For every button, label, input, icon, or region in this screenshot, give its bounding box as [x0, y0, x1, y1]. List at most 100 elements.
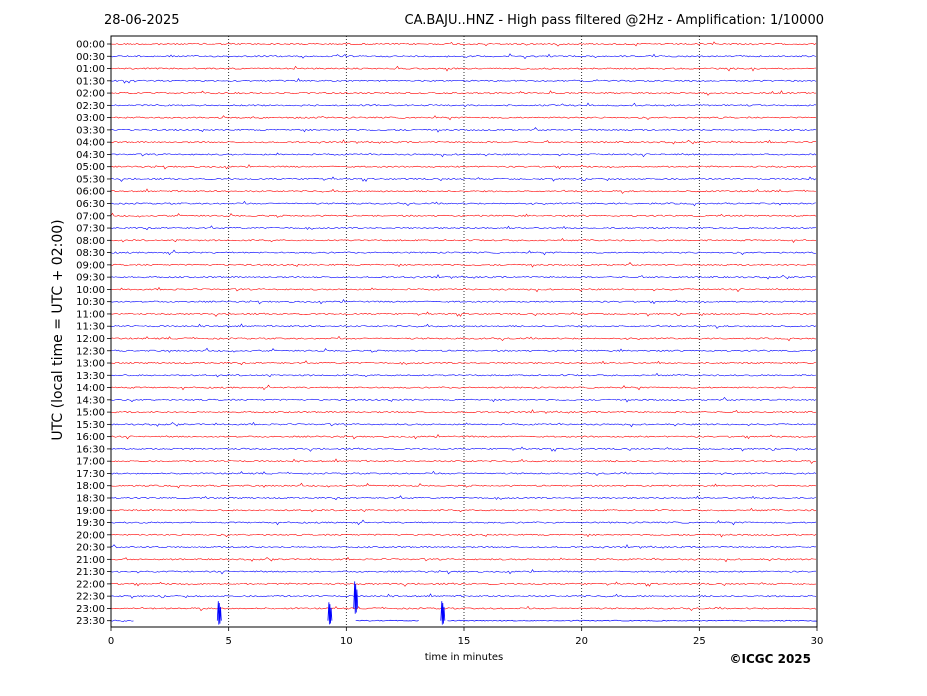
trace-11:00	[110, 311, 817, 317]
trace-22:30	[110, 593, 817, 599]
trace-21:30	[110, 568, 817, 575]
trace-22:00	[110, 581, 817, 587]
trace-11:30	[110, 323, 817, 329]
row-label-11:00: 11:00	[76, 309, 105, 320]
trace-05:30	[110, 176, 817, 182]
trace-18:00	[110, 482, 817, 489]
trace-06:30	[110, 200, 817, 207]
trace-08:00	[110, 237, 817, 243]
trace-19:30	[110, 519, 817, 526]
event-spikes	[216, 581, 446, 625]
row-label-22:30: 22:30	[76, 592, 105, 603]
row-label-13:30: 13:30	[76, 371, 105, 382]
trace-06:00	[110, 188, 817, 194]
traces	[110, 41, 817, 623]
trace-17:00	[110, 458, 817, 464]
trace-15:30	[110, 421, 817, 428]
trace-23:30-segment	[447, 619, 817, 622]
x-axis-label: time in minutes	[425, 652, 504, 663]
trace-17:30	[110, 470, 817, 476]
row-label-10:30: 10:30	[76, 297, 105, 308]
row-label-16:30: 16:30	[76, 444, 105, 455]
trace-07:30	[110, 225, 817, 231]
row-label-05:30: 05:30	[76, 174, 105, 185]
trace-01:00	[110, 65, 817, 72]
trace-00:00	[110, 41, 817, 47]
trace-15:00	[110, 409, 817, 414]
row-label-12:30: 12:30	[76, 346, 105, 357]
row-label-07:30: 07:30	[76, 224, 105, 235]
row-label-02:30: 02:30	[76, 101, 105, 112]
trace-05:00	[110, 164, 817, 170]
row-label-06:00: 06:00	[76, 187, 105, 198]
row-label-14:30: 14:30	[76, 395, 105, 406]
trace-07:00	[110, 212, 817, 218]
row-label-00:30: 00:30	[76, 52, 105, 63]
spike-23:00-10.4	[353, 581, 359, 614]
trace-04:00	[110, 139, 816, 145]
row-label-12:00: 12:00	[76, 334, 105, 345]
trace-01:30	[110, 78, 817, 84]
copyright: ©ICGC 2025	[729, 652, 811, 666]
row-label-10:00: 10:00	[76, 285, 105, 296]
row-label-11:30: 11:30	[76, 322, 105, 333]
trace-03:30	[110, 127, 817, 133]
trace-09:30	[110, 274, 817, 280]
x-ticks: 0 5 10 15 20 25 30	[108, 627, 824, 647]
row-label-19:30: 19:30	[76, 518, 105, 529]
trace-09:00	[110, 262, 817, 268]
trace-16:30	[110, 446, 817, 452]
trace-12:30	[110, 347, 817, 353]
x-tick-label-0: 0	[108, 636, 114, 647]
trace-18:30	[110, 495, 817, 501]
row-label-23:00: 23:00	[76, 604, 105, 615]
plot-frame	[110, 35, 818, 628]
x-tick-label-20: 20	[575, 636, 588, 647]
trace-23:30	[110, 619, 134, 623]
row-label-17:00: 17:00	[76, 457, 105, 468]
trace-23:00	[110, 605, 817, 612]
row-label-01:30: 01:30	[76, 76, 105, 87]
trace-04:30	[110, 152, 817, 158]
row-label-08:30: 08:30	[76, 248, 105, 259]
row-label-03:30: 03:30	[76, 125, 105, 136]
spike-23:30-4.6	[216, 601, 222, 625]
spike-23:30-9.3	[327, 602, 333, 625]
row-label-15:30: 15:30	[76, 420, 105, 431]
row-label-23:30: 23:30	[76, 616, 105, 627]
trace-13:00	[110, 360, 817, 366]
trace-14:30	[110, 397, 817, 403]
vertical-gridlines	[228, 36, 700, 627]
x-tick-label-15: 15	[458, 636, 471, 647]
trace-03:00	[110, 115, 817, 121]
trace-10:00	[110, 286, 817, 293]
row-label-02:00: 02:00	[76, 89, 105, 100]
trace-12:00	[110, 335, 817, 342]
trace-21:00	[110, 556, 817, 563]
trace-02:00	[110, 90, 817, 96]
x-tick-label-25: 25	[693, 636, 706, 647]
row-label-01:00: 01:00	[76, 64, 105, 75]
row-label-19:00: 19:00	[76, 506, 105, 517]
row-label-03:00: 03:00	[76, 113, 105, 124]
trace-08:30	[110, 249, 817, 256]
trace-13:30	[110, 372, 817, 378]
trace-20:00	[110, 533, 817, 538]
row-label-06:30: 06:30	[76, 199, 105, 210]
row-label-15:00: 15:00	[76, 408, 105, 419]
chart-title: CA.BAJU..HNZ - High pass filtered @2Hz -…	[405, 13, 825, 28]
row-label-20:00: 20:00	[76, 530, 105, 541]
row-label-20:30: 20:30	[76, 543, 105, 554]
row-label-00:00: 00:00	[76, 40, 105, 51]
row-label-08:00: 08:00	[76, 236, 105, 247]
row-label-22:00: 22:00	[76, 579, 105, 590]
row-label-04:30: 04:30	[76, 150, 105, 161]
row-label-07:00: 07:00	[76, 211, 105, 222]
trace-00:30	[110, 53, 817, 60]
y-axis-label: UTC (local time = UTC + 02:00)	[50, 219, 66, 440]
trace-02:30	[111, 102, 817, 108]
x-tick-label-30: 30	[811, 636, 824, 647]
row-label-18:30: 18:30	[76, 493, 105, 504]
row-label-21:00: 21:00	[76, 555, 105, 566]
